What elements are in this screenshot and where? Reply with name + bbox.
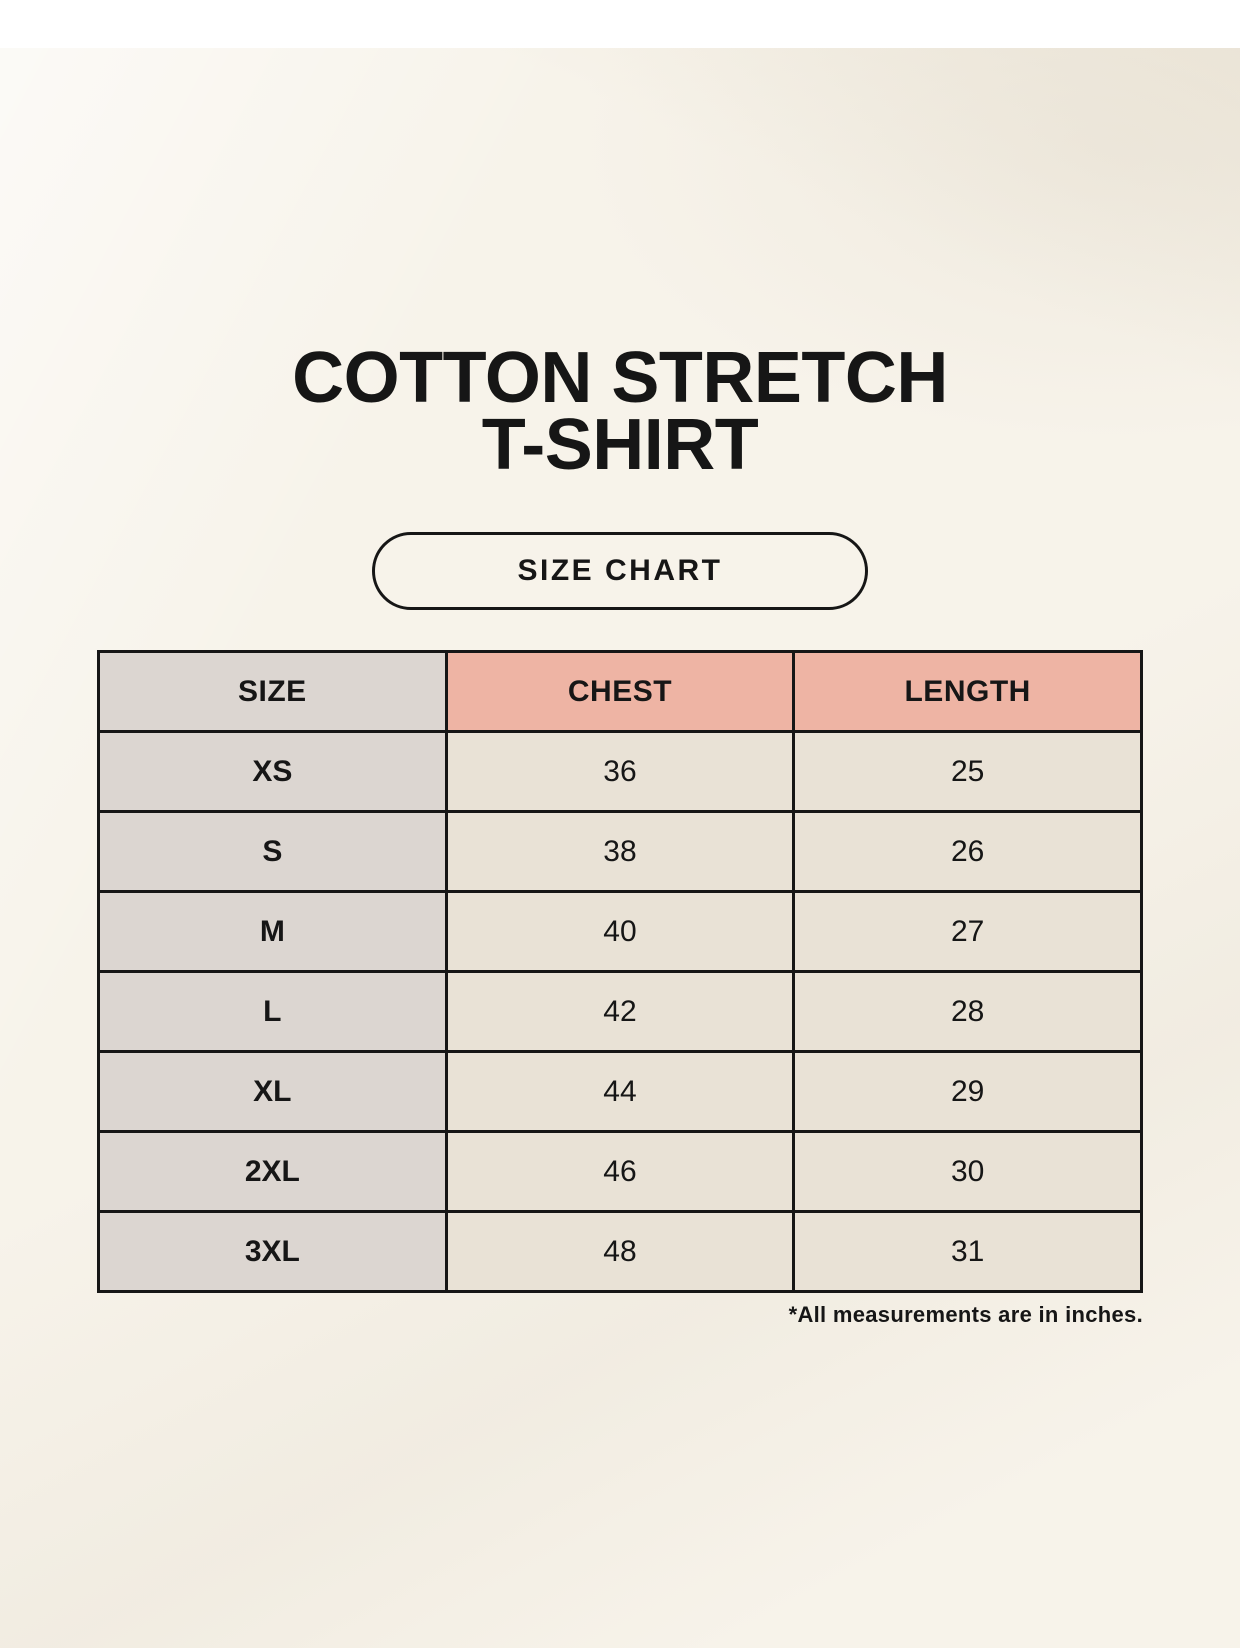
page-title-line1: COTTON STRETCH <box>292 338 948 419</box>
chest-cell: 40 <box>444 890 796 974</box>
length-cell: 29 <box>792 1050 1143 1134</box>
size-cell: S <box>97 810 448 894</box>
table-row: 2XL 46 30 <box>97 1130 1143 1214</box>
size-table-header: SIZE CHEST LENGTH <box>97 650 1143 734</box>
length-cell: 30 <box>792 1130 1143 1214</box>
size-cell: M <box>97 890 448 974</box>
table-row: XS 36 25 <box>97 730 1143 814</box>
table-row: M 40 27 <box>97 890 1143 974</box>
page-title: COTTON STRETCH T-SHIRT <box>0 48 1240 481</box>
chest-cell: 48 <box>444 1210 796 1294</box>
length-cell: 25 <box>792 730 1143 814</box>
length-cell: 28 <box>792 970 1143 1054</box>
page-title-line2: T-SHIRT <box>481 405 759 486</box>
chest-cell: 46 <box>444 1130 796 1214</box>
size-cell: 2XL <box>97 1130 448 1214</box>
length-cell: 26 <box>792 810 1143 894</box>
table-row: L 42 28 <box>97 970 1143 1054</box>
size-cell: XS <box>97 730 448 814</box>
table-row: S 38 26 <box>97 810 1143 894</box>
size-table: SIZE CHEST LENGTH XS 36 25 S 38 26 M 40 27 L 42 28 X… <box>97 650 1143 1294</box>
chest-cell: 42 <box>444 970 796 1054</box>
header-row: SIZE CHEST LENGTH <box>97 650 1143 734</box>
size-cell: 3XL <box>97 1210 448 1294</box>
chest-cell: 38 <box>444 810 796 894</box>
chest-cell: 44 <box>444 1050 796 1134</box>
size-table-body: XS 36 25 S 38 26 M 40 27 L 42 28 XL 44 29 2XL 46 30 3XL 48 3… <box>97 730 1143 1294</box>
table-row: XL 44 29 <box>97 1050 1143 1134</box>
measurements-note: *All measurements are in inches. <box>788 1302 1143 1328</box>
size-chart-badge: SIZE CHART <box>372 532 868 611</box>
length-cell: 27 <box>792 890 1143 974</box>
column-header-chest: CHEST <box>444 650 796 734</box>
column-header-size: SIZE <box>97 650 448 734</box>
table-row: 3XL 48 31 <box>97 1210 1143 1294</box>
length-cell: 31 <box>792 1210 1143 1294</box>
chest-cell: 36 <box>444 730 796 814</box>
size-cell: XL <box>97 1050 448 1134</box>
column-header-length: LENGTH <box>792 650 1143 734</box>
size-chart-graphic: COTTON STRETCH T-SHIRT SIZE CHART SIZE C… <box>0 48 1240 1648</box>
size-chart-badge-label: SIZE CHART <box>517 554 723 588</box>
size-cell: L <box>97 970 448 1054</box>
